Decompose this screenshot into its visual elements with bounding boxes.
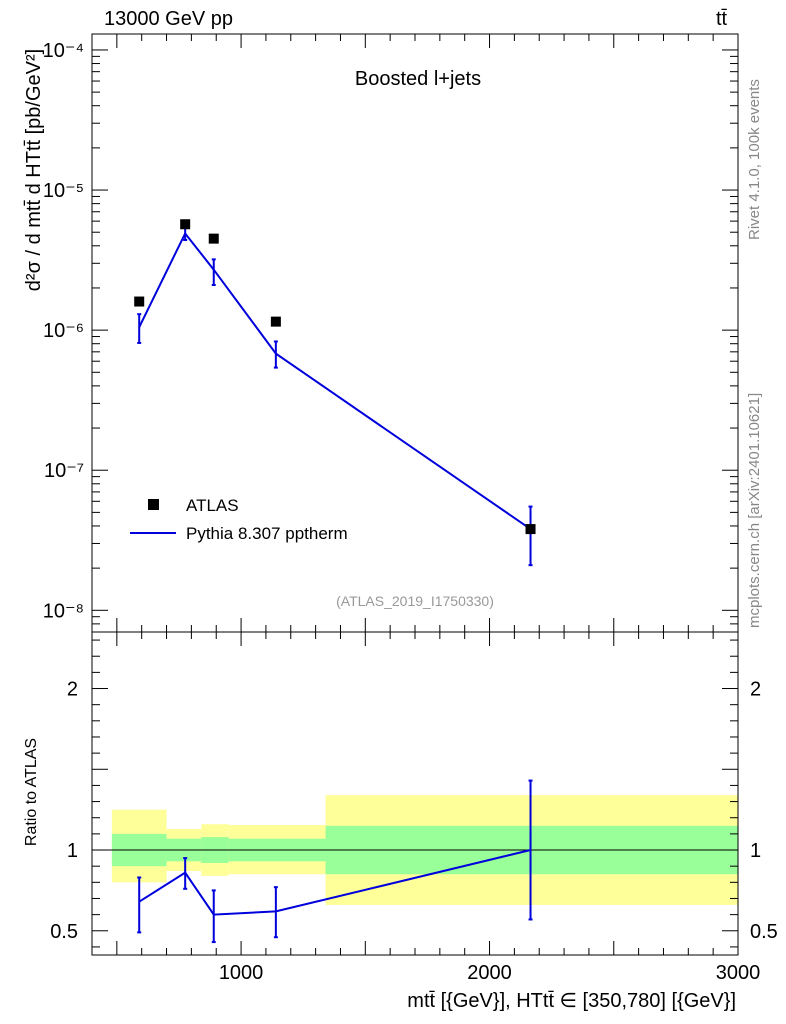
x-axis-title: mtt̄ [{GeV}], HTtt̄ ∈ [350,780] [{GeV}] (407, 990, 736, 1012)
main-y-axis-title: d²σ / d mtt̄ d HTtt̄ [pb/GeV²] (23, 49, 45, 291)
data-point (525, 524, 536, 535)
ratio-y-tick-label-left-0: 0.5 (50, 921, 78, 943)
ratio-y-tick-label-left-1: 1 (67, 840, 78, 862)
main-y-tick-label-4: 10⁻⁴ (43, 40, 84, 62)
mc-line (138, 231, 532, 530)
x-tick-label-0: 1000 (219, 962, 264, 984)
data-point (270, 316, 281, 327)
analysis-id: (ATLAS_2019_I1750330) (336, 593, 494, 609)
ratio-y-tick-label-right-0: 0.5 (750, 921, 778, 943)
legend-label-atlas: ATLAS (186, 496, 239, 515)
main-y-tick-label-2: 10⁻⁶ (43, 320, 84, 342)
main-y-tick-label-1: 10⁻⁷ (44, 460, 84, 482)
data-point (208, 233, 219, 244)
main-y-tick-label-3: 10⁻⁵ (43, 180, 84, 202)
ratio-y-axis-title: Ratio to ATLAS (23, 738, 40, 846)
legend-marker-atlas (148, 499, 159, 510)
ratio-y-tick-label-right-2: 2 (750, 679, 761, 701)
x-tick-label-1: 2000 (467, 962, 512, 984)
x-tick-label-2: 3000 (716, 962, 761, 984)
ratio-y-tick-label-right-1: 1 (750, 840, 761, 862)
legend-label-pythia: Pythia 8.307 pptherm (186, 524, 348, 543)
main-y-tick-label-0: 10⁻⁸ (43, 600, 84, 622)
beam-label: 13000 GeV pp (104, 8, 233, 30)
data-point (180, 219, 191, 230)
data-point (134, 296, 145, 307)
plot-title: Boosted l+jets (355, 68, 481, 90)
ratio-y-tick-label-left-2: 2 (67, 679, 78, 701)
ratio-frame (91, 631, 739, 956)
process-label: tt̄ (716, 8, 728, 30)
